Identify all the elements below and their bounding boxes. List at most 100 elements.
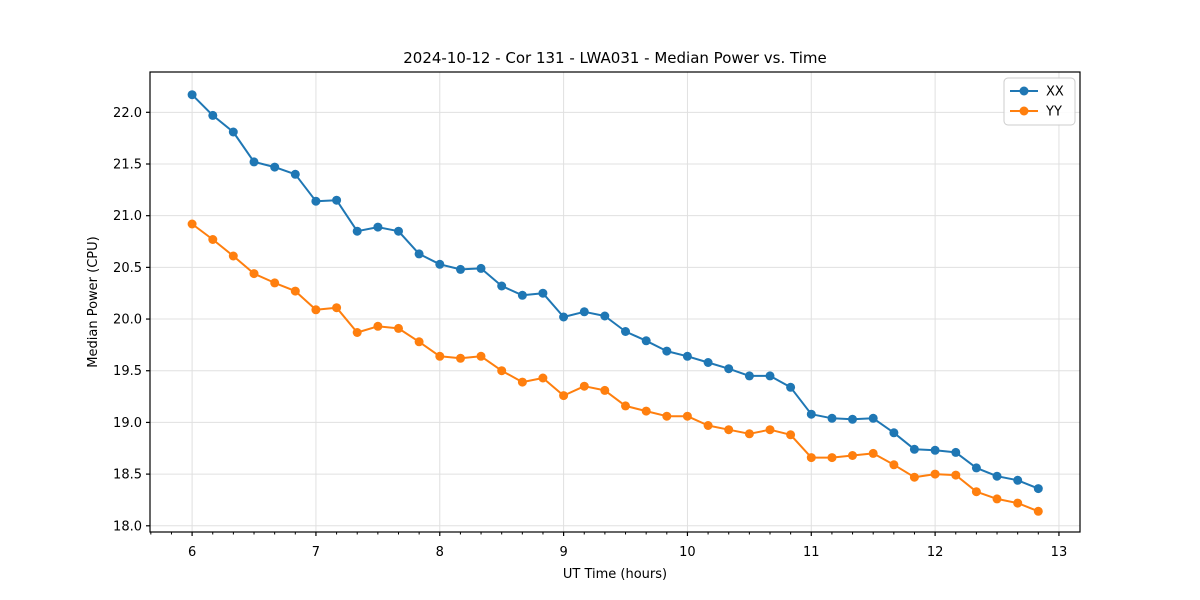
data-point-yy <box>827 453 837 463</box>
data-point-yy <box>765 425 775 435</box>
data-point-yy <box>889 460 899 470</box>
grid-layer <box>150 72 1080 532</box>
data-point-xx <box>394 226 403 236</box>
x-tick-label: 8 <box>436 545 444 560</box>
data-point-xx <box>332 195 342 205</box>
data-point-yy <box>909 472 919 482</box>
y-tick-label: 22.0 <box>113 106 142 121</box>
data-point-yy <box>662 411 672 421</box>
data-point-yy <box>249 269 259 279</box>
data-point-yy <box>806 453 816 463</box>
data-point-yy <box>641 406 651 416</box>
data-point-yy <box>559 391 569 401</box>
data-point-xx <box>868 413 878 423</box>
data-point-yy <box>352 328 362 337</box>
data-point-xx <box>600 311 610 321</box>
x-tick-label: 11 <box>803 545 820 560</box>
data-point-yy <box>332 303 342 313</box>
data-point-xx <box>662 346 672 356</box>
legend: XX YY <box>1003 77 1076 126</box>
data-point-xx <box>497 281 507 291</box>
data-point-xx <box>786 382 796 392</box>
plot-area <box>150 72 1080 532</box>
data-point-xx <box>682 351 692 361</box>
data-point-yy <box>992 494 1002 504</box>
data-point-yy <box>290 286 300 296</box>
data-point-xx <box>930 445 940 455</box>
data-point-yy <box>394 323 403 333</box>
legend-entry-yy: YY <box>1010 105 1062 120</box>
data-point-xx <box>621 327 630 336</box>
y-axis-label: Median Power (CPU) <box>86 236 101 367</box>
data-point-xx <box>992 471 1002 481</box>
y-tick-label: 19.0 <box>113 416 142 431</box>
data-point-xx <box>827 413 837 423</box>
x-axis-label: UT Time (hours) <box>563 567 667 582</box>
data-point-xx <box>703 358 713 367</box>
data-point-xx <box>311 196 321 206</box>
legend-label-yy: YY <box>1045 105 1062 120</box>
data-point-xx <box>744 371 754 381</box>
data-point-yy <box>187 219 197 229</box>
data-point-yy <box>1033 506 1043 516</box>
x-tick-label: 9 <box>559 545 567 560</box>
data-point-xx <box>290 169 300 179</box>
data-point-xx <box>806 409 816 419</box>
data-point-xx <box>579 307 589 317</box>
y-tick-label: 21.0 <box>113 209 142 224</box>
data-point-yy <box>456 353 465 363</box>
data-point-xx <box>270 162 280 172</box>
tick-label-layer: 6 7 8 9 10 11 12 13 18.0 18.5 19.0 19.5 20.0 20.5 21.0… <box>113 106 1067 560</box>
data-point-yy <box>579 381 589 391</box>
y-tick-label: 18.5 <box>113 468 142 483</box>
legend-label-xx: XX <box>1046 85 1064 100</box>
data-point-yy <box>724 425 734 435</box>
data-point-yy <box>538 373 548 383</box>
legend-box <box>1003 77 1076 126</box>
x-tick-label: 6 <box>188 545 196 560</box>
data-point-yy <box>703 421 713 430</box>
data-point-xx <box>848 414 857 424</box>
y-tick-label: 21.5 <box>113 158 142 173</box>
data-point-xx <box>249 157 259 167</box>
data-point-xx <box>951 447 961 457</box>
data-point-xx <box>909 444 919 454</box>
x-tick-label: 10 <box>679 545 696 560</box>
data-point-xx <box>641 336 651 346</box>
x-tick-label: 13 <box>1051 545 1068 560</box>
legend-entry-xx: XX <box>1010 85 1064 100</box>
data-point-yy <box>435 351 445 361</box>
data-point-yy <box>373 321 383 331</box>
data-point-xx <box>456 264 465 274</box>
y-tick-label: 19.5 <box>113 364 142 379</box>
data-point-yy <box>414 337 424 347</box>
data-point-xx <box>971 463 981 473</box>
y-tick-label: 18.0 <box>113 519 142 534</box>
data-point-xx <box>187 90 197 100</box>
data-point-yy <box>228 251 238 261</box>
data-point-yy <box>208 235 218 244</box>
data-point-yy <box>311 305 321 315</box>
x-tick-label: 7 <box>312 545 320 560</box>
data-point-yy <box>497 366 507 376</box>
data-point-yy <box>1013 498 1023 508</box>
series-layer <box>187 90 1043 516</box>
data-point-xx <box>476 263 486 273</box>
data-point-yy <box>971 487 981 497</box>
series-xx <box>187 90 1043 494</box>
series-yy <box>187 219 1043 516</box>
data-point-xx <box>1013 475 1023 485</box>
data-point-yy <box>476 351 486 361</box>
data-point-xx <box>889 428 899 438</box>
y-tick-label: 20.5 <box>113 261 142 276</box>
data-point-xx <box>352 226 362 236</box>
data-point-yy <box>786 430 796 440</box>
legend-marker-xx <box>1019 86 1029 96</box>
data-point-xx <box>373 222 383 232</box>
data-point-yy <box>951 470 961 480</box>
data-point-yy <box>930 469 940 479</box>
data-point-yy <box>270 278 280 288</box>
data-point-xx <box>765 371 775 381</box>
